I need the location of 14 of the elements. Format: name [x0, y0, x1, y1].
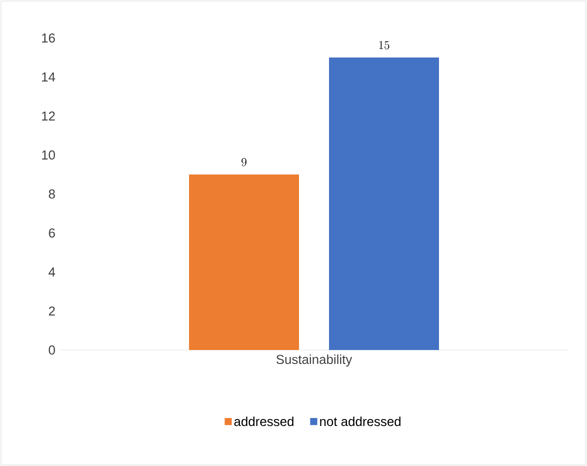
legend-label: addressed — [234, 416, 294, 426]
y-tick-label: 0 — [48, 345, 55, 355]
y-tick-label: 6 — [48, 228, 55, 238]
y-tick-label: 10 — [42, 150, 55, 160]
y-tick-label: 14 — [42, 72, 56, 82]
y-tick-label: 8 — [48, 189, 55, 199]
y-tick-label: 16 — [42, 33, 55, 43]
y-tick-label: 4 — [48, 268, 56, 276]
data-label: 15 — [379, 41, 390, 50]
y-tick-label: 12 — [42, 111, 55, 121]
data-label: 9 — [242, 158, 246, 166]
y-tick-label: 2 — [48, 306, 55, 316]
x-tick-label: Sustainability — [276, 354, 352, 367]
legend-label: not addressed — [320, 416, 400, 426]
